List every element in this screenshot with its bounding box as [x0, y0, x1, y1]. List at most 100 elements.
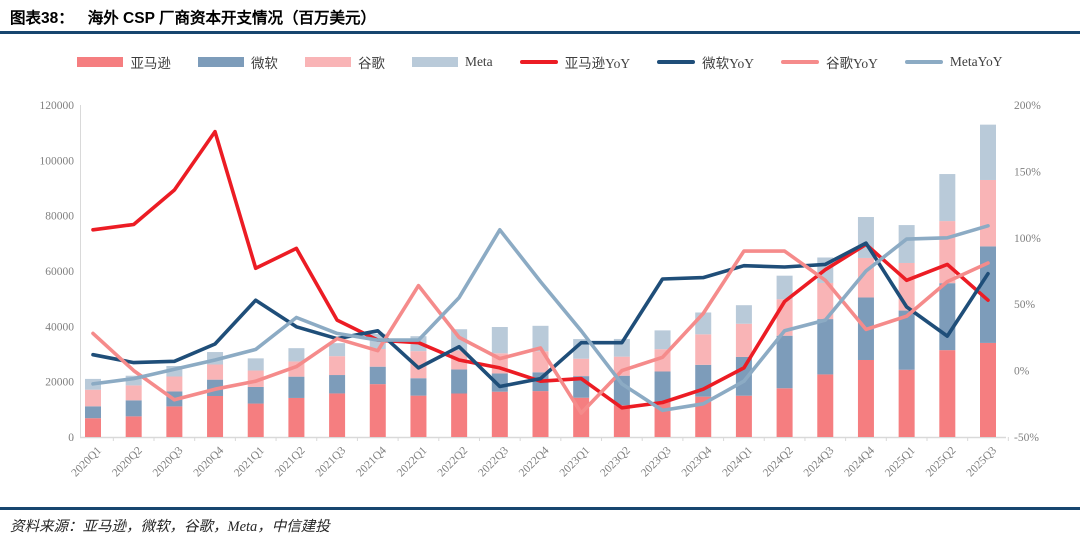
bar-segment-微软-2020Q1: [85, 406, 101, 419]
bar-segment-微软-2020Q2: [125, 400, 142, 417]
legend-swatch-微软YoY: [657, 60, 696, 64]
x-tick-label: 2022Q4: [517, 444, 552, 479]
legend-label: 微软: [250, 56, 278, 71]
bar-segment-谷歌-2025Q2: [939, 221, 956, 284]
legend-label: 亚马逊: [130, 56, 171, 71]
bar-segment-谷歌-2025Q3: [980, 179, 996, 247]
bar-segment-Meta-2020Q2: [125, 375, 142, 386]
left-tick-label: 100000: [40, 155, 75, 167]
x-tick-label: 2020Q2: [110, 444, 145, 479]
bar-segment-亚马逊-2022Q4: [532, 391, 549, 437]
legend-swatch-谷歌: [304, 57, 351, 67]
x-tick-label: 2024Q4: [842, 444, 877, 479]
bar-segment-微软-2022Q2: [451, 369, 468, 394]
legend-item-微软YoY: 微软YoY: [657, 52, 754, 72]
legend-label: MetaYoY: [949, 54, 1003, 69]
bar-segment-亚马逊-2021Q2: [288, 397, 305, 437]
bar-segment-微软-2021Q1: [247, 386, 264, 404]
source-note: 资料来源：亚马逊，微软，谷歌，Meta，中信建投: [10, 519, 330, 535]
right-tick-label: 100%: [1014, 233, 1041, 245]
bar-segment-谷歌-2020Q3: [166, 376, 183, 392]
bar-segment-微软-2025Q2: [939, 283, 956, 351]
x-tick-label: 2022Q3: [476, 444, 511, 479]
x-tick-label: 2020Q3: [151, 444, 186, 479]
bar-segment-微软-2023Q2: [613, 375, 630, 406]
x-tick-label: 2021Q4: [354, 444, 389, 479]
legend-swatch-微软: [197, 57, 244, 67]
bar-segment-Meta-2025Q1: [898, 225, 915, 263]
header-divider: [0, 31, 1080, 34]
legend-label: 谷歌YoY: [826, 56, 878, 71]
legend-label: 微软YoY: [702, 56, 754, 71]
legend-item-MetaYoY: MetaYoY: [904, 54, 1003, 70]
x-tick-label: 2020Q4: [191, 444, 226, 479]
bar-segment-亚马逊-2022Q3: [491, 391, 508, 437]
yoy-line-亚马逊YoY: [91, 129, 990, 410]
bar-segment-Meta-2023Q3: [654, 330, 671, 350]
bar-segment-微软-2025Q3: [980, 246, 996, 343]
x-tick-label: 2021Q1: [232, 444, 267, 479]
bar-segment-亚马逊-2024Q4: [857, 359, 874, 437]
axes: [72, 105, 1009, 441]
legend-swatch-Meta: [411, 57, 458, 67]
bar-segment-Meta-2021Q2: [288, 348, 305, 362]
x-tick-label: 2024Q2: [761, 444, 796, 479]
left-axis-labels: 0 20000 40000 60000 80000 100000 120000: [40, 100, 75, 444]
bar-segment-谷歌-2020Q1: [85, 389, 101, 407]
legend-swatch-MetaYoY: [904, 60, 943, 64]
left-tick-label: 120000: [40, 100, 75, 112]
bar-segment-亚马逊-2020Q3: [166, 406, 183, 437]
capex-combo-chart: 0 20000 40000 60000 80000 100000 120000 -50% 0% 5…: [40, 100, 1042, 479]
x-tick-label: 2023Q1: [558, 444, 593, 479]
yoy-line-微软YoY: [91, 241, 990, 389]
footer-divider: [0, 507, 1080, 510]
bar-segment-亚马逊-2020Q2: [125, 416, 142, 437]
bar-segment-亚马逊-2022Q2: [451, 393, 468, 437]
legend-item-Meta: Meta: [411, 54, 493, 70]
bar-segment-亚马逊-2020Q1: [85, 418, 101, 437]
bar-segment-Meta-2025Q2: [939, 174, 956, 222]
x-tick-label: 2023Q2: [598, 444, 633, 479]
legend-swatch-亚马逊: [77, 57, 124, 67]
yoy-lines: [91, 129, 990, 415]
x-tick-label: 2024Q3: [802, 444, 837, 479]
bar-segment-微软-2022Q1: [410, 378, 427, 396]
bar-segment-微软-2021Q4: [369, 366, 386, 385]
legend-item-亚马逊YoY: 亚马逊YoY: [519, 52, 630, 72]
figure-label: 图表38：: [10, 10, 74, 27]
bar-segment-微软-2024Q3: [817, 319, 834, 375]
x-tick-label: 2022Q1: [395, 444, 430, 479]
bar-segment-谷歌-2022Q1: [410, 351, 427, 379]
bar-segment-Meta-2021Q3: [329, 343, 346, 357]
bar-segment-谷歌-2023Q4: [695, 334, 712, 365]
bar-segment-Meta-2021Q1: [247, 358, 264, 371]
bar-segment-微软-2023Q3: [654, 371, 671, 403]
legend-label: Meta: [464, 54, 493, 69]
right-tick-label: 0%: [1014, 366, 1030, 378]
bar-segment-谷歌-2020Q4: [207, 364, 224, 380]
x-axis-labels: 2020Q1 2020Q2 2020Q3 2020Q4 2021Q1 2021Q2 2021…: [69, 444, 999, 479]
left-tick-label: 40000: [45, 321, 74, 333]
bar-segment-微软-2025Q1: [898, 310, 915, 370]
x-tick-label: 2020Q1: [69, 444, 104, 479]
legend-item-谷歌: 谷歌: [304, 52, 385, 72]
bar-segment-亚马逊-2022Q1: [410, 395, 427, 437]
legend-item-亚马逊: 亚马逊: [77, 52, 171, 72]
left-tick-label: 20000: [45, 377, 74, 389]
bar-segment-亚马逊-2025Q3: [980, 342, 996, 437]
legend-swatch-亚马逊YoY: [519, 60, 558, 64]
left-tick-label: 80000: [45, 211, 74, 223]
legend-label: 谷歌: [357, 56, 385, 71]
figure-title: 图表38： 海外 CSP 厂商资本开支情况（百万美元）: [10, 6, 376, 28]
page-title: 海外 CSP 厂商资本开支情况（百万美元）: [87, 10, 376, 27]
bar-segment-Meta-2024Q1: [735, 305, 752, 324]
bar-segment-Meta-2022Q4: [532, 325, 549, 352]
bar-segment-亚马逊-2020Q4: [207, 395, 224, 437]
x-tick-label: 2022Q2: [436, 444, 471, 479]
x-tick-label: 2021Q2: [273, 444, 308, 479]
bar-segment-亚马逊-2024Q2: [776, 388, 793, 437]
x-tick-label: 2025Q1: [883, 444, 918, 479]
x-tick-label: 2025Q3: [964, 444, 999, 479]
x-tick-label: 2023Q3: [639, 444, 674, 479]
right-tick-label: -50%: [1014, 432, 1039, 444]
